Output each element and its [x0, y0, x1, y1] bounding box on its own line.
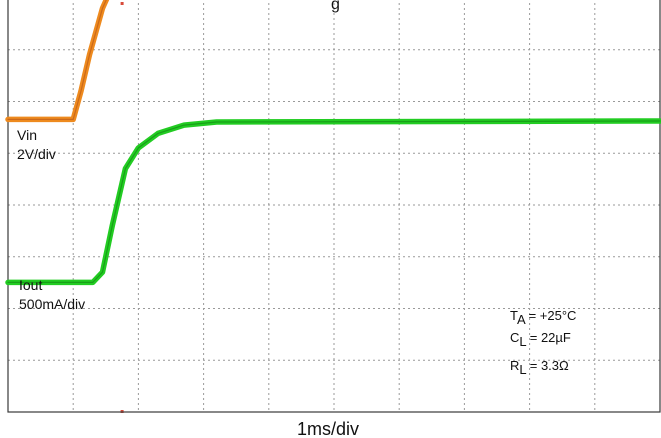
series-scale-vin: 2V/div [17, 146, 56, 162]
partial-title-glyph: g [331, 0, 340, 13]
annotation-rl: RL = 3.3Ω [510, 358, 569, 377]
annotation-cl: CL = 22µF [510, 330, 571, 349]
traces [5, 0, 661, 286]
trace-iout-core [7, 120, 661, 283]
trace-vin-core [7, 0, 107, 121]
series-label-vin: Vin [17, 127, 37, 143]
conditions-annotations: TA = +25°C CL = 22µF RL = 3.3Ω [510, 308, 576, 377]
series-scale-iout: 500mA/div [19, 296, 85, 312]
annotation-ta: TA = +25°C [510, 308, 576, 327]
plot-frame [7, 0, 661, 413]
trigger-marker-top [120, 2, 124, 5]
x-axis-label: 1ms/div [297, 419, 359, 438]
series-label-iout: Iout [19, 277, 42, 293]
trigger-markers [120, 2, 124, 413]
grid [8, 0, 660, 412]
